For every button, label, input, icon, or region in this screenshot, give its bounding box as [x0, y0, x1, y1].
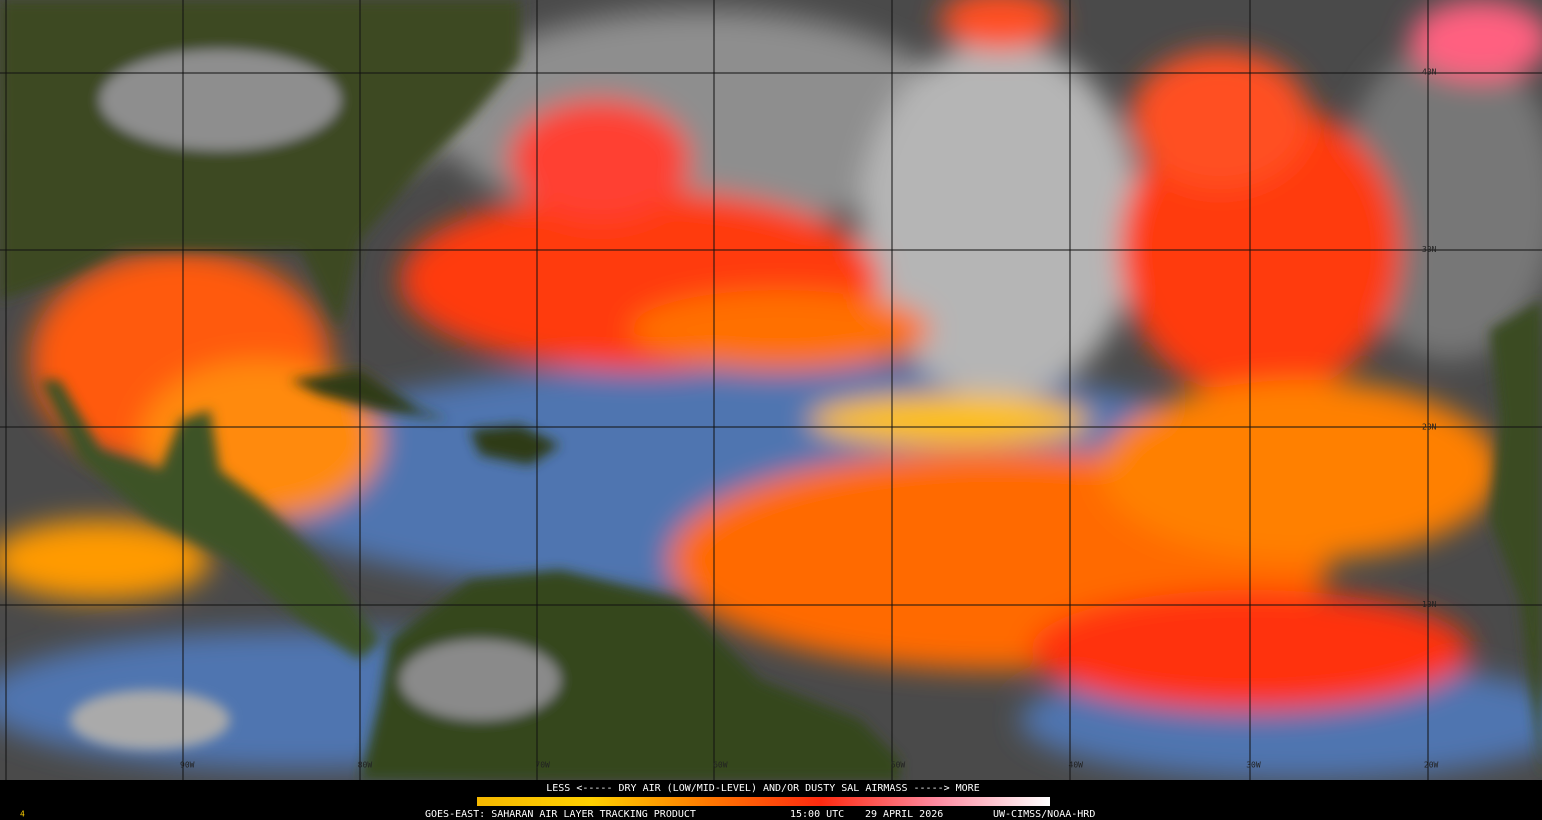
latitude-label: 40N	[1422, 68, 1437, 77]
longitude-label: 20W	[1424, 761, 1439, 770]
grid-labels: 40N 30N 20N 10N 90W 80W 70W 60W 50W 40W 30W 20W	[180, 68, 1439, 770]
legend-caption: LESS <----- DRY AIR (LOW/MID-LEVEL) AND/…	[546, 783, 979, 794]
colorbar	[477, 797, 1050, 806]
frame-number: 4	[20, 810, 25, 819]
longitude-label: 80W	[358, 761, 373, 770]
longitude-label: 30W	[1246, 761, 1261, 770]
product-name: GOES-EAST: SAHARAN AIR LAYER TRACKING PR…	[425, 809, 696, 820]
time: 15:00 UTC	[790, 809, 844, 820]
longitude-label: 50W	[891, 761, 906, 770]
longitude-label: 40W	[1069, 761, 1084, 770]
latitude-label: 30N	[1422, 245, 1437, 254]
latitude-label: 10N	[1422, 600, 1437, 609]
date: 29 APRIL 2026	[865, 809, 943, 820]
longitude-label: 60W	[713, 761, 728, 770]
imagery	[0, 0, 1542, 780]
lat-lon-grid	[0, 0, 1542, 780]
longitude-label: 70W	[535, 761, 550, 770]
credit: UW-CIMSS/NOAA-HRD	[993, 809, 1095, 820]
latitude-label: 20N	[1422, 423, 1437, 432]
longitude-label: 90W	[180, 761, 195, 770]
